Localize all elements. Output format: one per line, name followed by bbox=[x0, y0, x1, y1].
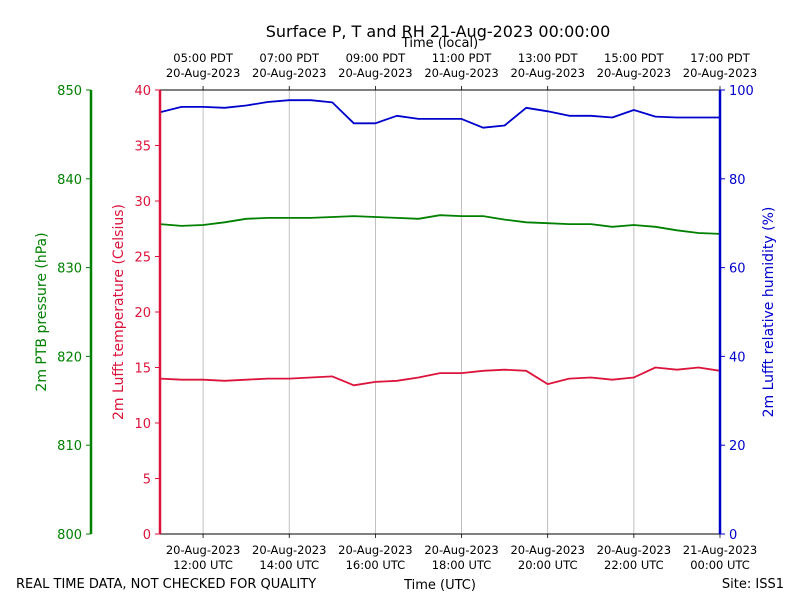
top-tick-date: 20-Aug-2023 bbox=[597, 66, 671, 80]
bottom-tick-date: 20-Aug-2023 bbox=[252, 543, 326, 557]
top-tick-time: 13:00 PDT bbox=[518, 51, 579, 65]
bottom-tick-time: 12:00 UTC bbox=[173, 558, 233, 572]
temperature-tick-label: 0 bbox=[143, 528, 151, 543]
bottom-tick-time: 18:00 UTC bbox=[432, 558, 492, 572]
series-layer bbox=[159, 99, 721, 387]
humidity-tick-label: 60 bbox=[729, 262, 746, 277]
temperature-tick-label: 30 bbox=[134, 195, 151, 210]
pressure-tick-label: 840 bbox=[57, 173, 82, 188]
temperature-tick-label: 5 bbox=[143, 473, 151, 488]
bottom-tick-date: 20-Aug-2023 bbox=[424, 543, 498, 557]
temperature-axis-title: 2m Lufft temperature (Celsius) bbox=[111, 204, 127, 420]
bottom-tick-time: 16:00 UTC bbox=[346, 558, 406, 572]
vertical-grid bbox=[202, 90, 635, 534]
humidity-axis-title: 2m Lufft relative humidity (%) bbox=[761, 207, 777, 418]
humidity-tick-label: 40 bbox=[729, 350, 746, 365]
humidity-series-line bbox=[159, 99, 720, 129]
top-tick-date: 20-Aug-2023 bbox=[510, 66, 584, 80]
top-tick-time: 05:00 PDT bbox=[173, 51, 234, 65]
bottom-tick-date: 20-Aug-2023 bbox=[597, 543, 671, 557]
pressure-tick-label: 800 bbox=[57, 528, 82, 543]
top-tick-date: 20-Aug-2023 bbox=[166, 66, 240, 80]
top-tick-time: 07:00 PDT bbox=[259, 51, 320, 65]
bottom-tick-time: 22:00 UTC bbox=[604, 558, 664, 572]
top-tick-time: 09:00 PDT bbox=[346, 51, 407, 65]
bottom-tick-time: 20:00 UTC bbox=[518, 558, 578, 572]
pressure-axis-title: 2m PTB pressure (hPa) bbox=[34, 232, 50, 391]
bottom-tick-time: 14:00 UTC bbox=[259, 558, 319, 572]
temperature-tick-label: 20 bbox=[134, 306, 151, 321]
pressure-tick-label: 830 bbox=[57, 262, 82, 277]
humidity-tick-label: 0 bbox=[729, 528, 737, 543]
top-tick-date: 20-Aug-2023 bbox=[683, 66, 757, 80]
temperature-tick-label: 25 bbox=[134, 251, 151, 266]
humidity-tick-label: 20 bbox=[729, 439, 746, 454]
bottom-tick-date: 20-Aug-2023 bbox=[338, 543, 412, 557]
pressure-series-line bbox=[159, 214, 721, 235]
pressure-tick-label: 850 bbox=[57, 84, 82, 99]
bottom-tick-date: 20-Aug-2023 bbox=[510, 543, 584, 557]
bottom-tick-date: 21-Aug-2023 bbox=[683, 543, 757, 557]
top-tick-time: 11:00 PDT bbox=[432, 51, 493, 65]
pressure-tick-label: 810 bbox=[57, 439, 82, 454]
temperature-tick-label: 40 bbox=[134, 84, 151, 99]
temperature-tick-label: 10 bbox=[134, 417, 151, 432]
site-label: Site: ISS1 bbox=[722, 577, 784, 592]
bottom-axis-title: Time (UTC) bbox=[403, 578, 476, 593]
top-tick-time: 15:00 PDT bbox=[604, 51, 665, 65]
chart-title: Surface P, T and RH 21-Aug-2023 00:00:00 bbox=[266, 22, 611, 41]
bottom-tick-date: 20-Aug-2023 bbox=[166, 543, 240, 557]
humidity-tick-label: 100 bbox=[729, 84, 754, 99]
quality-disclaimer: REAL TIME DATA, NOT CHECKED FOR QUALITY bbox=[16, 577, 316, 592]
temperature-tick-label: 35 bbox=[134, 140, 151, 155]
humidity-tick-label: 80 bbox=[729, 173, 746, 188]
bottom-tick-time: 00:00 UTC bbox=[690, 558, 750, 572]
top-axis-title: Time (local) bbox=[401, 36, 478, 51]
top-tick-date: 20-Aug-2023 bbox=[424, 66, 498, 80]
temperature-tick-label: 15 bbox=[134, 362, 151, 377]
pressure-tick-label: 820 bbox=[57, 350, 82, 365]
top-tick-time: 17:00 PDT bbox=[690, 51, 751, 65]
top-tick-date: 20-Aug-2023 bbox=[252, 66, 326, 80]
temperature-series-line bbox=[159, 366, 721, 387]
top-tick-date: 20-Aug-2023 bbox=[338, 66, 412, 80]
